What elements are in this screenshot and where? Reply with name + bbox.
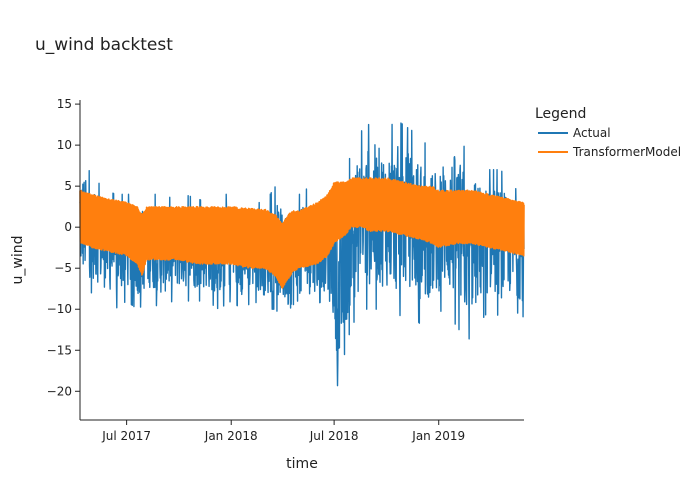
x-axis-label: time <box>286 456 318 472</box>
y-tick-label: 0 <box>64 220 72 234</box>
legend-label-actual: Actual <box>573 126 611 140</box>
x-tick-label: Jan 2018 <box>204 429 258 443</box>
plot-area <box>79 122 525 387</box>
y-ticks: 15 10 5 0 −5 −10 −15 −20 <box>47 97 80 398</box>
series-layer <box>79 122 525 387</box>
y-tick-label: 5 <box>64 179 72 193</box>
x-ticks: Jul 2017 Jan 2018 Jul 2018 Jan 2019 <box>101 420 465 443</box>
legend-title: Legend <box>535 106 586 122</box>
x-tick-label: Jul 2017 <box>101 429 151 443</box>
x-tick-label: Jul 2018 <box>309 429 359 443</box>
x-tick-label: Jan 2019 <box>411 429 465 443</box>
y-tick-label: −5 <box>54 261 72 275</box>
y-axis-label: u_wind <box>10 236 26 285</box>
legend[interactable]: Legend Actual TransformerModel <box>535 106 681 159</box>
y-tick-label: −15 <box>47 343 72 357</box>
legend-item-transformer[interactable]: TransformerModel <box>538 145 681 159</box>
legend-item-actual[interactable]: Actual <box>538 126 611 140</box>
chart-title: u_wind backtest <box>35 35 173 55</box>
legend-label-transformer: TransformerModel <box>572 145 681 159</box>
y-tick-label: 15 <box>57 97 72 111</box>
y-tick-label: −10 <box>47 302 72 316</box>
y-tick-label: 10 <box>57 138 72 152</box>
y-tick-label: −20 <box>47 384 72 398</box>
series-line-transformer <box>79 177 525 289</box>
